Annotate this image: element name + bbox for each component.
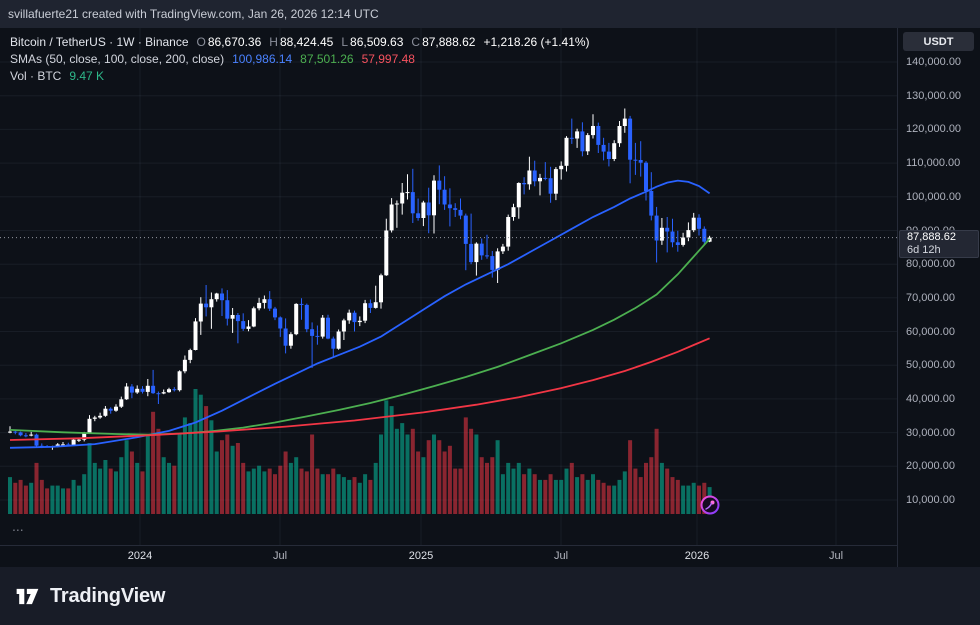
price-axis-label: 70,000.00 <box>906 291 955 304</box>
symbol-title: Bitcoin / TetherUS · 1W · Binance <box>10 34 189 49</box>
ohlc-high: H 88,424.45 <box>269 35 333 49</box>
low-label: L <box>341 34 349 49</box>
sma100-value: 87,501.26 <box>300 51 354 66</box>
price-axis-label: 110,000.00 <box>906 157 961 170</box>
price-axis-label: 50,000.00 <box>906 359 955 372</box>
load-more-ellipsis: ... <box>12 518 24 534</box>
time-axis-label: 2025 <box>408 550 434 562</box>
price-axis-label: 20,000.00 <box>906 460 955 473</box>
time-axis-label: Jul <box>553 550 569 562</box>
attribution-text: svillafuerte21 created with TradingView.… <box>8 7 379 21</box>
price-axis-label: 120,000.00 <box>906 123 962 136</box>
sma-200-line <box>9 337 710 441</box>
price-axis-label: 80,000.00 <box>906 258 955 271</box>
chart-legend: Bitcoin / TetherUS · 1W · Binance O 86,6… <box>10 33 590 84</box>
ohlc-low: L 86,509.63 <box>341 35 403 49</box>
low-value: 86,509.63 <box>350 34 404 49</box>
high-value: 88,424.45 <box>279 34 334 49</box>
price-axis[interactable]: USDT 87,888.62 6d 12h 140,000.00 130,000.… <box>897 28 980 567</box>
price-chart[interactable] <box>0 28 897 545</box>
ohlc-close: C 87,888.62 <box>411 35 475 49</box>
sma-100-line <box>9 238 711 436</box>
tradingview-logo-icon[interactable] <box>14 585 41 608</box>
close-value: 87,888.62 <box>422 34 476 49</box>
high-label: H <box>269 34 278 49</box>
sma-label: SMAs (50, close, 100, close, 200, close) <box>10 51 225 66</box>
price-axis-label: 40,000.00 <box>906 392 955 405</box>
volume-label: Vol · BTC <box>10 68 62 83</box>
price-axis-label: 30,000.00 <box>906 426 955 439</box>
ohlc-open: O 86,670.36 <box>197 35 262 49</box>
price-axis-label: 140,000.00 <box>906 56 962 68</box>
price-axis-label: 100,000.00 <box>906 190 962 203</box>
footer-bar: TradingView <box>0 567 980 625</box>
time-axis[interactable]: 2024 Jul 2025 Jul 2026 Jul <box>0 545 897 567</box>
attribution-bar: svillafuerte21 created with TradingView.… <box>0 0 980 28</box>
volume-series <box>8 389 712 514</box>
chart-area[interactable]: Bitcoin / TetherUS · 1W · Binance O 86,6… <box>0 28 897 545</box>
last-price-value: 87,888.62 <box>907 230 956 243</box>
price-axis-label: 60,000.00 <box>906 325 955 338</box>
sma50-value: 100,986.14 <box>232 51 293 66</box>
price-axis-label: 10,000.00 <box>906 494 955 506</box>
bar-countdown: 6d 12h <box>907 243 941 256</box>
price-axis-label: 130,000.00 <box>906 89 962 102</box>
volume-legend-row[interactable]: Vol · BTC 9.47 K <box>10 67 590 84</box>
candlestick-series <box>8 108 712 450</box>
time-axis-label: Jul <box>272 550 288 562</box>
open-value: 86,670.36 <box>207 34 262 49</box>
tradingview-wordmark[interactable]: TradingView <box>50 584 166 607</box>
open-label: O <box>196 34 206 49</box>
sma-50-line <box>9 179 711 449</box>
event-marker-icon[interactable] <box>699 494 721 516</box>
sma200-value: 57,997.48 <box>361 51 415 66</box>
last-price-tag: 87,888.62 6d 12h <box>899 229 979 258</box>
time-axis-label: 2024 <box>127 550 153 562</box>
symbol-legend-row[interactable]: Bitcoin / TetherUS · 1W · Binance O 86,6… <box>10 33 590 50</box>
time-axis-label: 2026 <box>684 550 710 562</box>
time-axis-label: Jul <box>828 550 844 562</box>
change-value: +1,218.26 (+1.41%) <box>483 34 590 49</box>
volume-value: 9.47 K <box>69 68 105 83</box>
close-label: C <box>411 34 421 49</box>
sma-legend-row[interactable]: SMAs (50, close, 100, close, 200, close)… <box>10 50 590 67</box>
currency-toggle-button[interactable]: USDT <box>903 32 974 51</box>
